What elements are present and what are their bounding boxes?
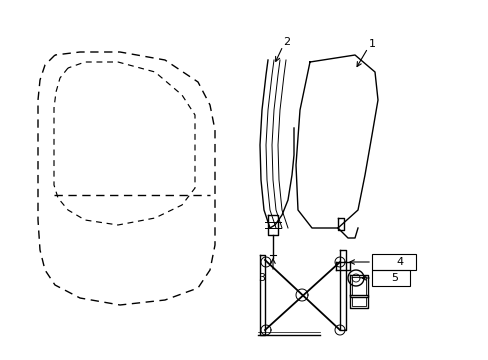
Text: 4: 4 (396, 257, 403, 267)
Text: 3: 3 (258, 273, 265, 283)
Text: 5: 5 (390, 273, 397, 283)
Text: 2: 2 (283, 37, 290, 47)
Text: 1: 1 (368, 39, 375, 49)
